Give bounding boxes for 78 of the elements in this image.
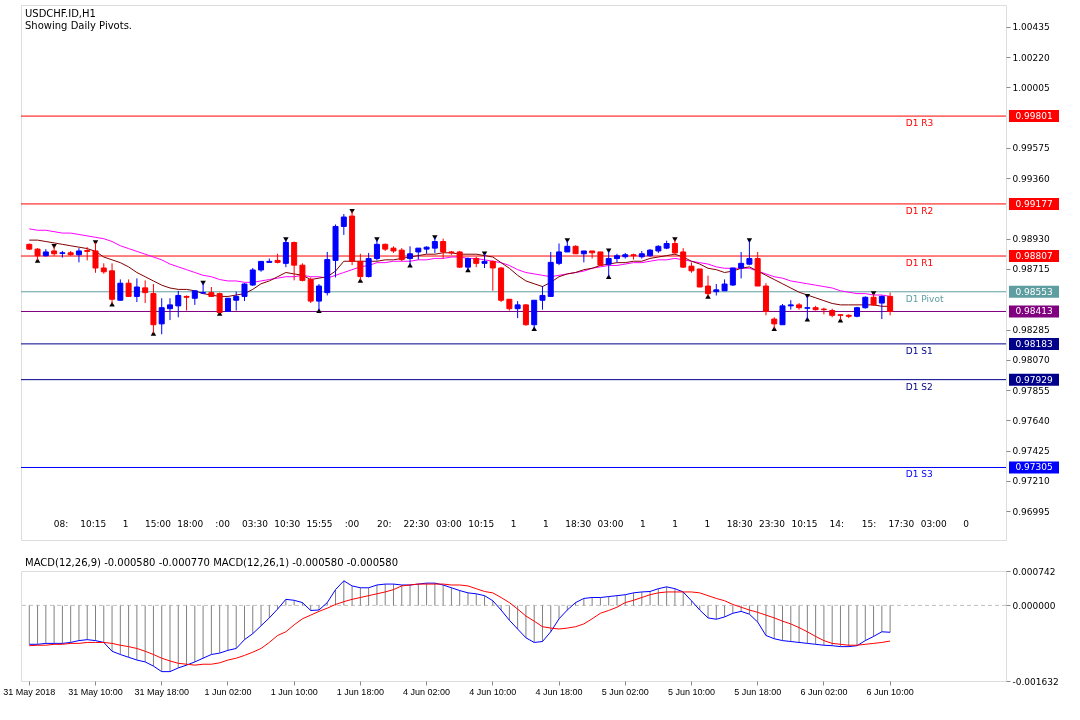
y-tick-label: 0.97425 bbox=[1012, 446, 1050, 457]
y-tick-label: 1.00435 bbox=[1012, 22, 1050, 33]
y-tick-label: -0.001632 bbox=[1012, 676, 1059, 687]
annotation: 10:30 bbox=[274, 519, 301, 529]
annotation: 10:15 bbox=[80, 519, 107, 529]
annotation: 03:30 bbox=[241, 519, 269, 529]
x-tick-label: 5 Jun 18:00 bbox=[734, 686, 782, 697]
ref-line-label: D1 S1 bbox=[905, 345, 933, 356]
y-tick-label: 0.000000 bbox=[1012, 600, 1056, 611]
annotation: 1 bbox=[672, 519, 678, 529]
ref-line-label: D1 S2 bbox=[905, 381, 933, 392]
annotation: 23:30 bbox=[759, 519, 786, 529]
annotation: 1 bbox=[122, 519, 129, 529]
y-tick-label: 0.98285 bbox=[1012, 325, 1050, 336]
chart-title: USDCHF.ID,H1 bbox=[25, 8, 96, 19]
x-tick-label: 31 May 2018 bbox=[3, 686, 56, 697]
x-tick-label: 31 May 10:00 bbox=[68, 686, 123, 697]
annotation: 17:30 bbox=[888, 519, 915, 529]
annotation: 14: bbox=[829, 519, 844, 529]
annotation: 10:15 bbox=[468, 519, 495, 529]
text: 0.97305 bbox=[1015, 462, 1053, 473]
annotation: 08: bbox=[53, 519, 69, 529]
annotation: 10:15 bbox=[791, 519, 818, 529]
annotation: 18:30 bbox=[565, 519, 592, 529]
y-tick-label: 0.000742 bbox=[1012, 566, 1056, 577]
x-tick-label: 1 Jun 02:00 bbox=[204, 686, 252, 697]
y-tick-label: 0.98715 bbox=[1012, 264, 1050, 275]
annotation: 03:00 bbox=[435, 519, 463, 529]
annotation: 1 bbox=[542, 519, 549, 529]
annotation: 03:00 bbox=[597, 519, 624, 529]
x-tick-label: 4 Jun 18:00 bbox=[535, 686, 583, 697]
annotation: 1 bbox=[704, 519, 711, 529]
y-tick-label: 1.00005 bbox=[1012, 82, 1050, 93]
x-tick-label: 6 Jun 02:00 bbox=[800, 686, 848, 697]
text: Showing Daily Pivots. bbox=[25, 20, 133, 31]
annotation: 1 bbox=[510, 519, 517, 529]
ref-line-label: D1 S3 bbox=[905, 469, 933, 480]
y-tick-label: 0.97640 bbox=[1012, 415, 1050, 426]
x-tick-label: 1 Jun 10:00 bbox=[270, 686, 318, 697]
y-tick-label: 0.99360 bbox=[1012, 173, 1050, 184]
x-tick-label: 4 Jun 10:00 bbox=[469, 686, 517, 697]
y-tick-label: 0.97855 bbox=[1012, 385, 1050, 396]
x-tick-label: 5 Jun 10:00 bbox=[667, 686, 715, 697]
x-tick-label: 4 Jun 02:00 bbox=[403, 686, 451, 697]
text: 0.98183 bbox=[1015, 338, 1053, 349]
text: 0.98413 bbox=[1015, 306, 1053, 317]
annotation: 15: bbox=[861, 519, 877, 529]
annotation: :00 bbox=[344, 519, 360, 529]
text: 0.99177 bbox=[1015, 198, 1053, 209]
y-tick-label: 0.98930 bbox=[1012, 234, 1050, 245]
annotation: 15:55 bbox=[306, 519, 333, 529]
x-tick-label: 31 May 18:00 bbox=[134, 686, 189, 697]
text: 0 bbox=[963, 519, 970, 529]
ref-line-label: D1 R1 bbox=[905, 258, 934, 269]
chart-title: MACD(12,26,9) -0.000580 -0.000770 MACD(12,26,1) -0.000580 -0.000580 bbox=[25, 557, 399, 568]
y-tick-label: 0.96995 bbox=[1012, 506, 1050, 517]
text: 03:00 bbox=[920, 519, 947, 529]
y-tick-label: 1.00220 bbox=[1012, 52, 1050, 63]
annotation: 22:30 bbox=[403, 519, 430, 529]
y-tick-label: 0.99575 bbox=[1012, 143, 1050, 154]
annotation: 18:00 bbox=[177, 519, 204, 529]
annotation: 15:00 bbox=[145, 519, 172, 529]
y-tick-label: 0.98070 bbox=[1012, 355, 1050, 366]
ref-line-label: D1 Pivot bbox=[905, 293, 944, 304]
text: 0.98807 bbox=[1015, 251, 1053, 262]
text: 0.97929 bbox=[1015, 374, 1053, 385]
x-tick-label: 5 Jun 02:00 bbox=[601, 686, 649, 697]
ref-line-label: D1 R2 bbox=[905, 205, 934, 216]
ref-line-label: D1 R3 bbox=[905, 118, 934, 129]
text: 0.99801 bbox=[1015, 111, 1053, 122]
annotation: 20: bbox=[376, 519, 392, 529]
annotation: 18:30 bbox=[726, 519, 753, 529]
x-tick-label: 6 Jun 10:00 bbox=[866, 686, 914, 697]
x-tick-label: 1 Jun 18:00 bbox=[336, 686, 384, 697]
annotation: :00 bbox=[215, 519, 231, 529]
text: 0.98553 bbox=[1015, 286, 1053, 297]
y-tick-label: 0.97210 bbox=[1012, 476, 1050, 487]
annotation: 1 bbox=[639, 519, 646, 529]
